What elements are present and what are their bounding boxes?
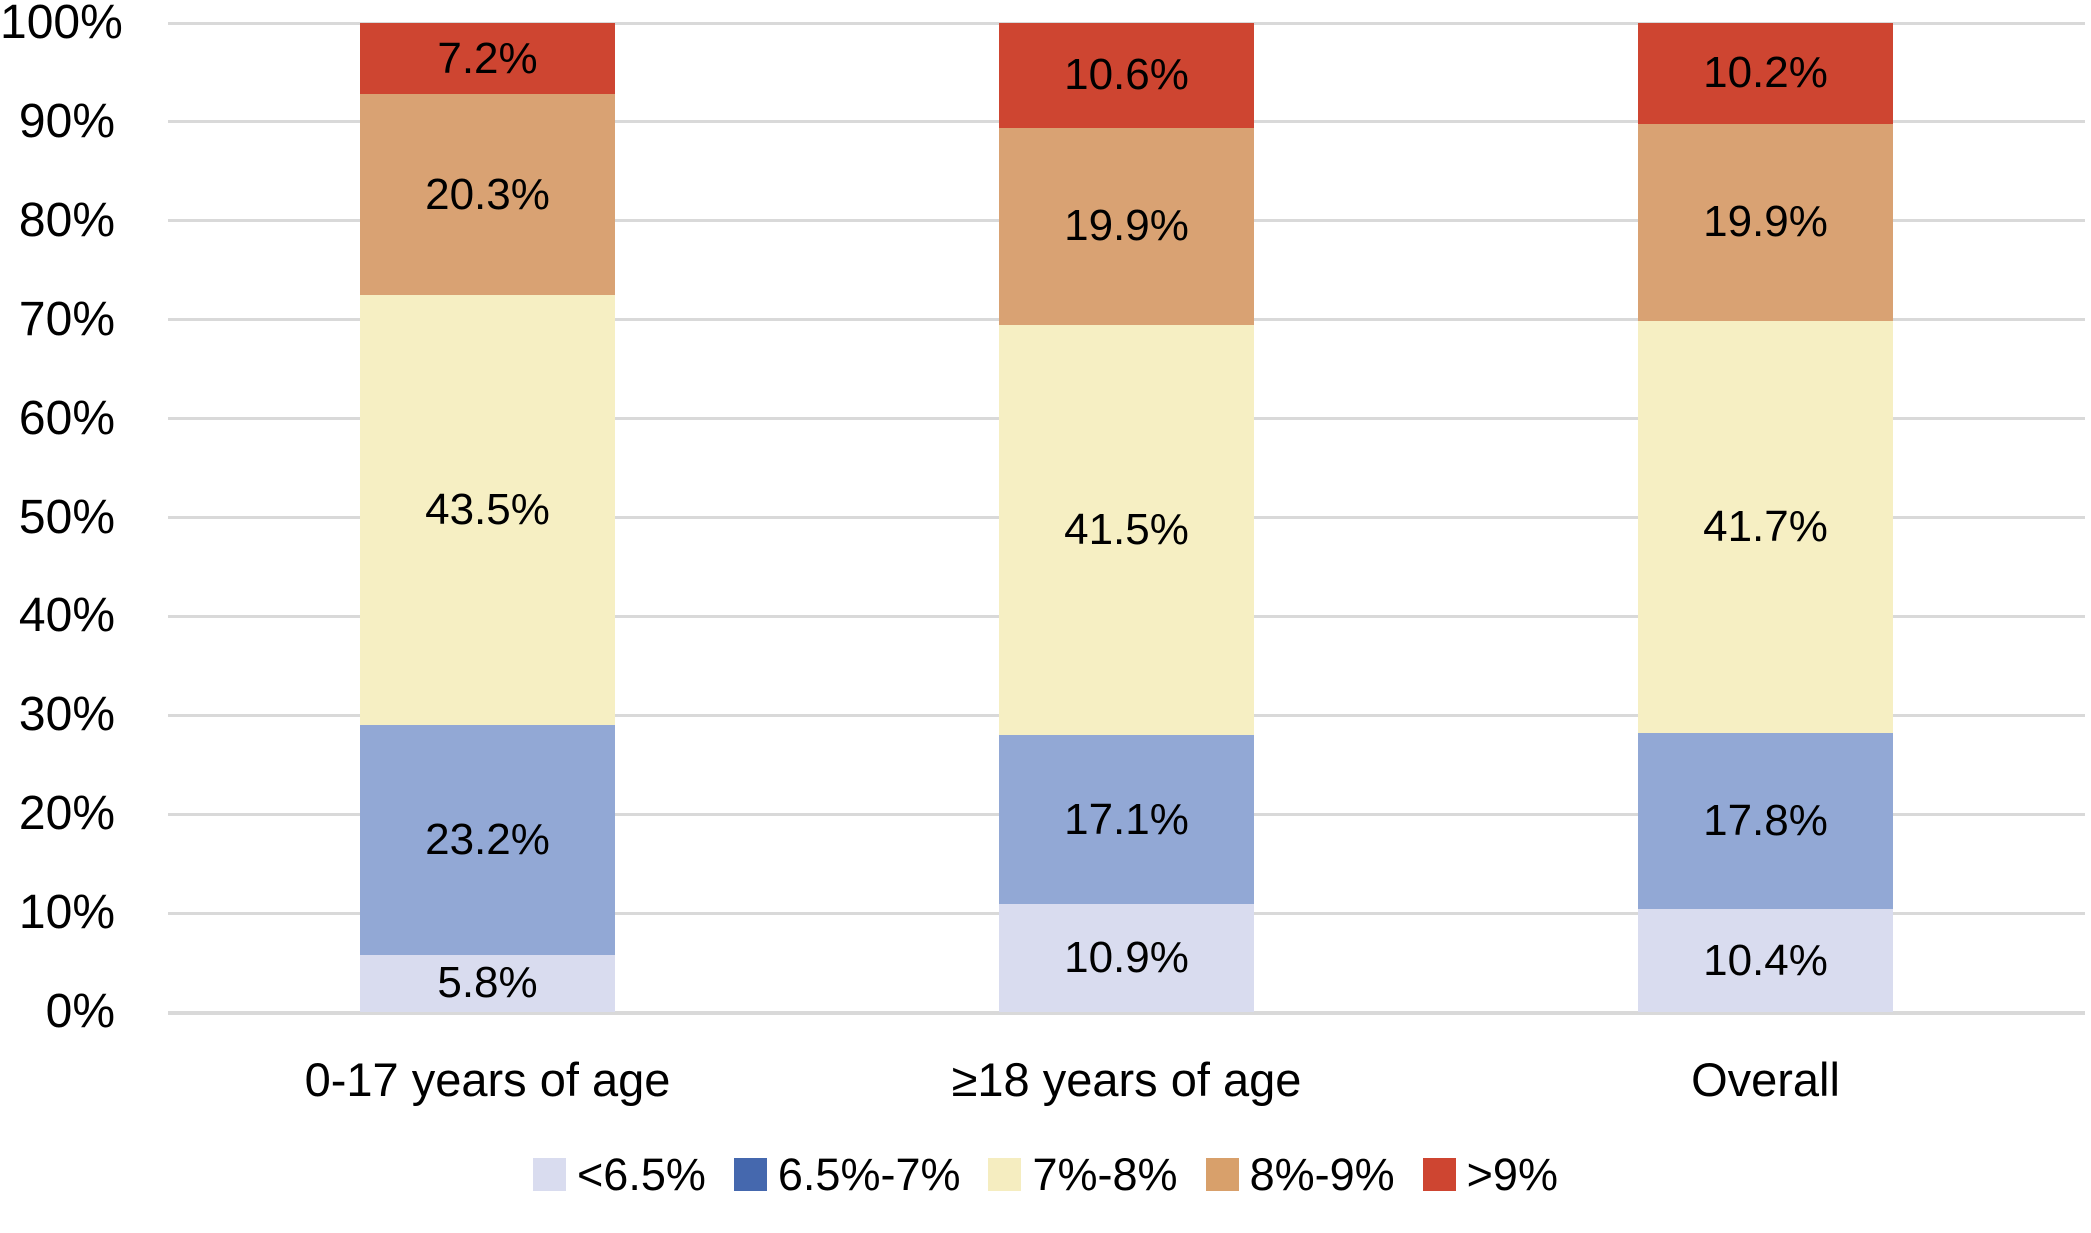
- y-axis-tick-label: 80%: [18, 193, 115, 247]
- legend-label: >9%: [1466, 1149, 1558, 1200]
- legend-swatch: [733, 1158, 767, 1191]
- legend-item: <6.5%: [533, 1152, 706, 1197]
- y-axis-tick-label: 70%: [18, 292, 115, 346]
- y-axis-tick-label: 100%: [0, 0, 123, 49]
- legend-swatch: [533, 1158, 567, 1191]
- y-axis-tick-label: 0%: [45, 985, 115, 1038]
- bar-segment: 19.9%: [1638, 123, 1893, 321]
- y-axis-tick-label: 20%: [18, 787, 115, 841]
- y-axis-tick-label: 30%: [18, 688, 115, 742]
- data-label: 17.8%: [1703, 796, 1828, 846]
- legend-item: 6.5%-7%: [733, 1149, 961, 1200]
- data-label: 10.6%: [1064, 50, 1189, 100]
- data-label: 19.9%: [1064, 201, 1189, 251]
- bar: 10.4% 17.8% 41.7% 19.9% 10.2%: [1638, 23, 1893, 1012]
- y-axis-tick-label: 60%: [18, 391, 115, 445]
- bar-segment: 19.9%: [999, 127, 1254, 325]
- x-axis-category-label: ≥18 years of age: [951, 1053, 1302, 1106]
- y-axis-tick-label: 90%: [18, 94, 115, 148]
- bar-segment: 5.8%: [360, 954, 615, 1012]
- bar-segment: 7.2%: [360, 23, 615, 95]
- data-label: 5.8%: [437, 958, 538, 1008]
- bar-segment: 10.6%: [999, 23, 1254, 128]
- data-label: 23.2%: [425, 814, 550, 864]
- legend-label: 6.5%-7%: [777, 1149, 961, 1200]
- data-label: 7.2%: [437, 33, 538, 83]
- legend-swatch: [1205, 1158, 1239, 1191]
- bar: 5.8% 23.2% 43.5% 20.3% 7.2%: [360, 23, 615, 1012]
- legend-swatch: [1422, 1158, 1456, 1191]
- data-label: 20.3%: [425, 169, 550, 219]
- y-axis-tick-label: 10%: [18, 886, 115, 940]
- bar-segment: 41.7%: [1638, 320, 1893, 734]
- legend-item: >9%: [1422, 1149, 1558, 1200]
- bar-segment: 10.2%: [1638, 23, 1893, 124]
- data-label: 10.9%: [1064, 933, 1189, 983]
- legend: <6.5% 6.5%-7% 7%-8% 8%-9% >9%: [0, 1152, 2091, 1197]
- data-label: 41.7%: [1703, 501, 1828, 551]
- legend-label: 7%-8%: [1032, 1149, 1178, 1200]
- y-axis-tick-label: 40%: [18, 589, 115, 643]
- bar-segment: 20.3%: [360, 94, 615, 295]
- x-axis-category-label: 0-17 years of age: [304, 1053, 671, 1106]
- bar-segment: 17.8%: [1638, 733, 1893, 910]
- data-label: 43.5%: [425, 485, 550, 535]
- bar-segment: 23.2%: [360, 725, 615, 955]
- bar-segment: 41.5%: [999, 324, 1254, 736]
- bar-segment: 43.5%: [360, 295, 615, 726]
- gridline: [168, 21, 2085, 25]
- data-label: 41.5%: [1064, 504, 1189, 554]
- data-label: 10.2%: [1703, 48, 1828, 98]
- bar-segment: 10.9%: [999, 904, 1254, 1012]
- data-label: 19.9%: [1703, 197, 1828, 247]
- data-label: 10.4%: [1703, 935, 1828, 985]
- bar-segment: 10.4%: [1638, 909, 1893, 1012]
- x-axis-category-label: Overall: [1691, 1053, 1840, 1106]
- data-label: 17.1%: [1064, 794, 1189, 844]
- legend-item: 8%-9%: [1205, 1149, 1395, 1200]
- bar: 10.9% 17.1% 41.5% 19.9% 10.6%: [999, 23, 1254, 1012]
- y-axis-tick-label: 50%: [18, 490, 115, 544]
- legend-label: 8%-9%: [1249, 1149, 1395, 1200]
- legend-label: <6.5%: [577, 1149, 706, 1200]
- bar-segment: 17.1%: [999, 735, 1254, 905]
- legend-swatch: [988, 1158, 1022, 1191]
- legend-item: 7%-8%: [988, 1149, 1178, 1200]
- x-axis-line: [168, 1010, 2085, 1015]
- plot-area: 5.8% 23.2% 43.5% 20.3% 7.2% 10.9% 17.1% 41.5% 19…: [168, 21, 2085, 1015]
